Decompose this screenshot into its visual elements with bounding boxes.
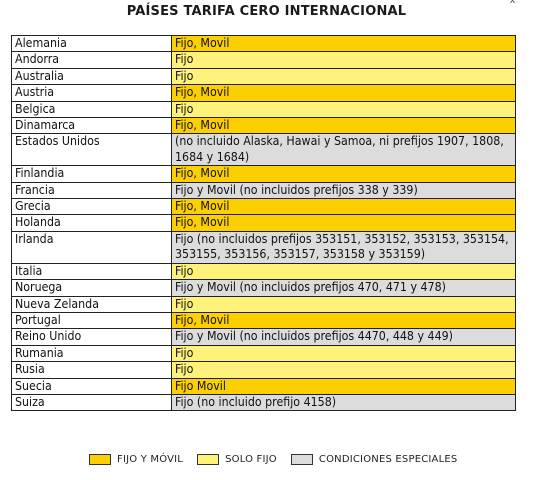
rates-table: Alemania Fijo, Movil Andorra Fijo Australia F…	[11, 34, 516, 412]
table-row: Suiza Fijo (no incluido prefijo 4158)	[11, 393, 516, 412]
country-cell: Rusia	[11, 361, 172, 379]
table-row: Australia Fijo	[11, 67, 516, 86]
detail-cell: Fijo (no incluido prefijo 4158)	[171, 393, 516, 412]
country-cell: Italia	[11, 262, 172, 281]
detail-cell: Fijo, Movil	[171, 198, 516, 216]
detail-cell: Fijo, Movil	[171, 214, 516, 232]
legend-swatch-solo-fijo	[197, 454, 220, 465]
table-row: Rumania Fijo	[11, 344, 516, 363]
detail-cell: Fijo	[171, 100, 516, 119]
detail-cell: Fijo, Movil	[171, 84, 516, 102]
detail-cell: Fijo (no incluidos prefijos 353151, 3531…	[171, 230, 516, 264]
table-row: Belgica Fijo	[11, 100, 516, 119]
country-cell: Andorra	[11, 51, 172, 69]
country-cell: Suiza	[11, 393, 172, 412]
legend-label: FIJO Y MÓVIL	[117, 454, 184, 465]
detail-cell: Fijo y Movil (no incluidos prefijos 338 …	[171, 181, 516, 200]
table-row: Reino Unido Fijo y Movil (no incluidos pr…	[11, 328, 516, 346]
legend-label: CONDICIONES ESPECIALES	[318, 454, 458, 465]
table-row: Rusia Fijo	[11, 361, 516, 379]
country-cell: Portugal	[11, 311, 172, 330]
detail-cell: Fijo y Movil (no incluidos prefijos 470,…	[171, 279, 516, 297]
legend: FIJO Y MÓVIL SOLO FIJO CONDICIONES ESPECIA…	[89, 454, 471, 465]
country-cell: Alemania	[11, 34, 172, 53]
country-cell: Nueva Zelanda	[11, 295, 172, 313]
table-row: Estados Unidos (no incluido Alaska, Hawai…	[11, 133, 516, 167]
country-cell: Irlanda	[11, 230, 172, 264]
rates-table-body: Alemania Fijo, Movil Andorra Fijo Australia F…	[11, 34, 516, 412]
table-row: Portugal Fijo, Movil	[11, 311, 516, 330]
table-row: Grecia Fijo, Movil	[11, 198, 516, 216]
table-row: Austria Fijo, Movil	[11, 84, 516, 102]
detail-cell: Fijo	[171, 344, 516, 363]
country-cell: Estados Unidos	[11, 133, 172, 167]
close-icon[interactable]: x	[510, 0, 515, 6]
table-row: Holanda Fijo, Movil	[11, 214, 516, 232]
table-row: Irlanda Fijo (no incluidos prefijos 35315…	[11, 230, 516, 264]
detail-cell: Fijo, Movil	[171, 165, 516, 183]
legend-swatch-especial	[290, 454, 313, 465]
country-cell: Dinamarca	[11, 117, 172, 135]
table-row: Finlandia Fijo, Movil	[11, 165, 516, 183]
table-row: Andorra Fijo	[11, 51, 516, 69]
table-row: Italia Fijo	[11, 262, 516, 281]
country-cell: Grecia	[11, 198, 172, 216]
country-cell: Belgica	[11, 100, 172, 119]
country-cell: Austria	[11, 84, 172, 102]
detail-cell: Fijo	[171, 67, 516, 86]
table-row: Dinamarca Fijo, Movil	[11, 117, 516, 135]
detail-cell: Fijo y Movil (no incluidos prefijos 4470…	[171, 328, 516, 346]
detail-cell: Fijo	[171, 51, 516, 69]
country-cell: Holanda	[11, 214, 172, 232]
country-cell: Reino Unido	[11, 328, 172, 346]
legend-swatch-fijo-movil	[89, 454, 111, 465]
detail-cell: Fijo, Movil	[171, 117, 516, 135]
country-cell: Finlandia	[11, 165, 172, 183]
detail-cell: Fijo Movil	[171, 377, 516, 395]
detail-cell: (no incluido Alaska, Hawai y Samoa, ni p…	[171, 133, 516, 167]
detail-cell: Fijo	[171, 295, 516, 313]
country-cell: Noruega	[11, 279, 172, 297]
table-row: Noruega Fijo y Movil (no incluidos prefij…	[11, 279, 516, 297]
detail-cell: Fijo, Movil	[171, 34, 516, 53]
country-cell: Suecia	[11, 377, 172, 395]
detail-cell: Fijo	[171, 361, 516, 379]
detail-cell: Fijo	[171, 262, 516, 281]
table-row: Suecia Fijo Movil	[11, 377, 516, 395]
country-cell: Rumania	[11, 344, 172, 363]
table-row: Alemania Fijo, Movil	[11, 34, 516, 53]
table-row: Francia Fijo y Movil (no incluidos prefij…	[11, 181, 516, 200]
country-cell: Francia	[11, 181, 172, 200]
page-title: PAÍSES TARIFA CERO INTERNACIONAL	[126, 4, 407, 19]
detail-cell: Fijo, Movil	[171, 311, 516, 330]
legend-label: SOLO FIJO	[225, 454, 277, 465]
table-row: Nueva Zelanda Fijo	[11, 295, 516, 313]
country-cell: Australia	[11, 67, 172, 86]
